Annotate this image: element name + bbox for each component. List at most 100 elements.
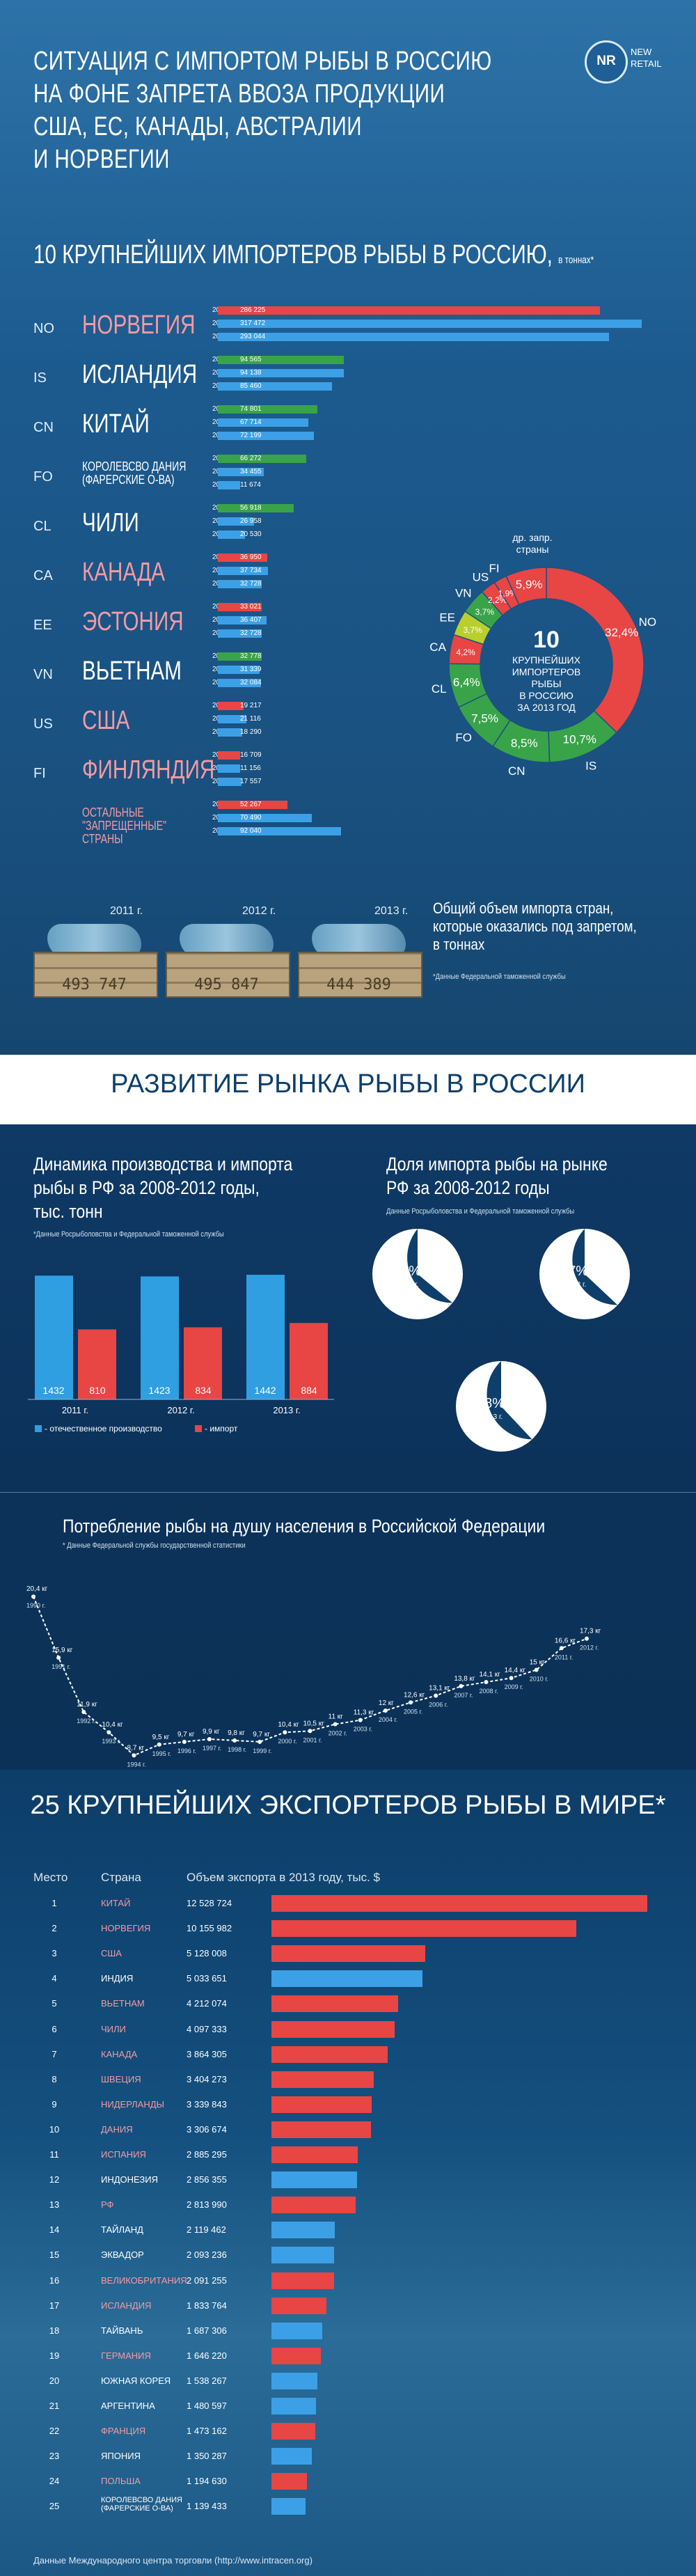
country-name: ВЬЕТНАМ [82, 657, 182, 686]
pie-year-label: 2011 г. [398, 1281, 419, 1289]
col-volume-header: Объем экспорта в 2013 году, тыс. $ [187, 1871, 380, 1884]
country-name: США [82, 706, 130, 735]
export-bar-17 [271, 2297, 327, 2314]
export-country: ПОЛЬША [101, 2476, 141, 2487]
country-name: ЭСТОНИЯ [82, 607, 184, 636]
consumption-year-label: 1990 г. [26, 1602, 45, 1609]
export-bar-16 [271, 2272, 335, 2289]
bar-VN-1 [218, 666, 260, 674]
pie-remainder-0 [407, 1229, 453, 1303]
consumption-point [207, 1736, 212, 1741]
page-title: СИТУАЦИЯ С ИМПОРТОМ РЫБЫ В РОССИЮ НА ФОН… [33, 47, 492, 174]
bar-US-1 [218, 715, 246, 723]
bar-CL-2 [218, 531, 246, 539]
export-country: ТАЙВАНЬ [101, 2325, 143, 2336]
consumption-value-label: 10,5 кг [303, 1720, 325, 1727]
country-code: FI [33, 766, 46, 781]
bar-value: 37 734 [240, 567, 262, 574]
export-rank: 24 [49, 2476, 60, 2487]
donut-code-label: NO [639, 615, 657, 629]
export-rank: 23 [49, 2451, 60, 2462]
consumption-value-label: 12,6 кг [404, 1691, 425, 1699]
export-value: 1 139 433 [187, 2501, 227, 2512]
bar-FO-2 [218, 481, 240, 489]
importers-heading-unit: в тоннах* [558, 254, 594, 266]
export-rank: 8 [52, 2073, 57, 2084]
importers-source: *Данные Федеральной таможенной службы [433, 973, 566, 981]
bar-value: 74 801 [240, 405, 262, 413]
crate-body [298, 952, 422, 998]
consumption-value-label: 14,4 кг [505, 1667, 526, 1674]
bar-value: 11 674 [240, 481, 261, 489]
bar-value: 11 156 [240, 764, 261, 772]
export-bar-22 [271, 2423, 316, 2440]
donut-center-text: РЫБЫ [531, 678, 561, 689]
bar-CL-0 [218, 504, 294, 512]
donut-value-label: 7,5% [471, 712, 498, 725]
donut-code-label: CA [429, 641, 446, 654]
bar-value: 32 084 [240, 679, 262, 686]
export-country: ИНДОНЕЗИЯ [101, 2174, 159, 2185]
export-value: 3 339 843 [187, 2098, 227, 2110]
export-bar-19 [271, 2347, 321, 2364]
export-value: 1 480 597 [187, 2401, 227, 2411]
export-rank: 14 [49, 2224, 60, 2236]
bar-value: 94 138 [240, 369, 262, 377]
consumption-value-label: 16,6 кг [555, 1637, 576, 1644]
export-rank: 11 [49, 2149, 59, 2160]
export-country: ФРАНЦИЯ [101, 2426, 146, 2437]
donut-code-label: VN [455, 586, 472, 599]
col-country-header: Страна [101, 1871, 141, 1884]
bar-CN-0 [218, 405, 318, 414]
bar-FI-0 [218, 751, 241, 760]
export-value: 2 885 295 [187, 2149, 227, 2160]
consumption-year-label: 1993 г. [102, 1738, 120, 1745]
export-value: 3 404 273 [187, 2073, 227, 2084]
bar--2 [218, 827, 341, 835]
bar-value: 66 272 [240, 455, 262, 462]
donut-center-text: КРУПНЕЙШИХ [512, 654, 581, 666]
bar-value: 52 267 [240, 801, 262, 808]
export-country: ИНДИЯ [101, 1973, 134, 1984]
consumption-year-label: 1991 г. [52, 1663, 70, 1670]
bar-value: 293 044 [240, 333, 266, 340]
export-country: КОРОЛЕВСВО ДАНИЯ (ФАРЕРСКИЕ О-ВА) [101, 2496, 183, 2513]
bar-FI-2 [218, 778, 242, 786]
bar-value: 34 455 [240, 468, 262, 476]
consumption-year-label: 2011 г. [555, 1654, 574, 1660]
x-tick-label: 2011 г. [62, 1405, 88, 1415]
export-country: ШВЕЦИЯ [101, 2073, 141, 2084]
consumption-value-label: 20,4 кг [26, 1585, 48, 1593]
bar-import-0 [78, 1329, 116, 1399]
export-rank: 21 [49, 2401, 60, 2411]
consumption-value-label: 10,4 кг [278, 1721, 299, 1729]
export-bar-1 [271, 1895, 647, 1912]
bar-value: 94 565 [240, 356, 262, 363]
consumption-point [81, 1709, 86, 1714]
export-rank: 5 [52, 1998, 57, 2009]
bar-value: 19 217 [240, 702, 262, 709]
totals-caption: Общий объем импорта стран, которые оказа… [433, 900, 637, 953]
export-value: 4 097 333 [187, 2023, 227, 2034]
bar-value: 92 040 [240, 827, 262, 835]
donut-center-text: В РОССИЮ [519, 690, 574, 701]
donut-code-label: IS [585, 759, 596, 772]
section-background-title [0, 1055, 696, 1124]
bar-value: 36 950 [240, 553, 262, 561]
pie-value-label: 37% [560, 1264, 588, 1279]
x-tick-label: 2012 г. [167, 1405, 194, 1415]
bar-EE-1 [218, 616, 267, 625]
consumption-value-label: 12 кг [379, 1699, 394, 1707]
bar--0 [218, 801, 288, 809]
crate-year: 2013 г. [374, 905, 409, 917]
export-bar-11 [271, 2146, 358, 2163]
consumption-year-label: 2005 г. [404, 1708, 422, 1715]
export-rank: 4 [52, 1973, 57, 1984]
crate-value: 444 389 [326, 976, 391, 994]
bar-NO-0 [218, 306, 601, 315]
importers-heading: 10 КРУПНЕЙШИХ ИМПОРТЕРОВ РЫБЫ В РОССИЮ, … [33, 240, 594, 270]
country-name: КИТАЙ [82, 409, 150, 439]
bar-value: 32 728 [240, 629, 262, 637]
country-code: US [33, 716, 53, 732]
